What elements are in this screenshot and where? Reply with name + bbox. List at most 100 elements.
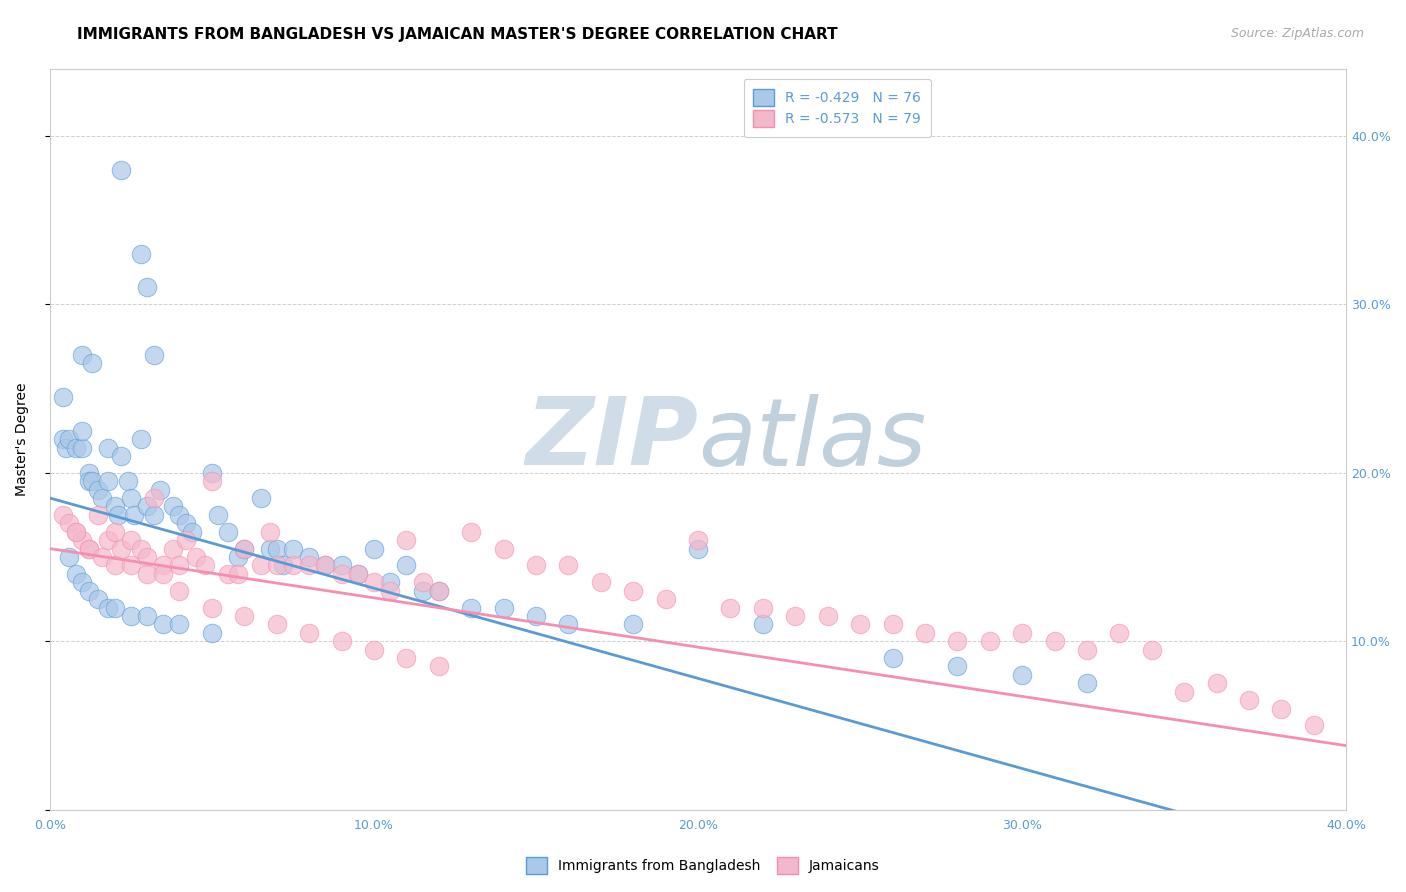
Point [259,524,281,539]
Point [589,575,612,590]
Point [58,549,80,564]
Point [120,491,142,505]
Point [52,508,75,522]
Point [266,617,288,632]
Point [104,500,127,514]
Point [330,558,353,573]
Point [97,441,120,455]
Point [1076,676,1098,690]
Point [492,541,515,556]
Point [427,583,450,598]
Text: IMMIGRANTS FROM BANGLADESH VS JAMAICAN MASTER'S DEGREE CORRELATION CHART: IMMIGRANTS FROM BANGLADESH VS JAMAICAN M… [77,27,838,42]
Point [107,508,129,522]
Point [1140,642,1163,657]
Point [686,533,709,548]
Point [621,583,644,598]
Point [122,508,145,522]
Point [162,541,184,556]
Text: atlas: atlas [697,393,927,484]
Text: ZIP: ZIP [526,393,697,485]
Point [314,558,336,573]
Point [58,516,80,531]
Point [946,634,969,648]
Point [184,549,207,564]
Point [249,491,271,505]
Point [427,659,450,673]
Point [1076,642,1098,657]
Point [104,600,127,615]
Point [914,625,936,640]
Point [259,541,281,556]
Point [136,566,159,581]
Point [557,558,579,573]
Point [226,549,249,564]
Point [686,541,709,556]
Point [58,432,80,446]
Point [979,634,1001,648]
Text: Source: ZipAtlas.com: Source: ZipAtlas.com [1230,27,1364,40]
Point [77,583,100,598]
Point [80,356,103,370]
Point [201,600,224,615]
Point [330,634,353,648]
Point [233,609,256,624]
Point [330,566,353,581]
Point [65,441,87,455]
Point [817,609,839,624]
Point [346,566,368,581]
Point [142,491,165,505]
Point [378,583,401,598]
Point [412,575,434,590]
Point [378,575,401,590]
Point [298,625,321,640]
Point [621,617,644,632]
Point [87,483,110,497]
Point [104,524,127,539]
Point [194,558,217,573]
Point [152,558,174,573]
Point [314,558,336,573]
Point [142,348,165,362]
Point [149,483,172,497]
Point [120,533,142,548]
Point [412,583,434,598]
Point [65,524,87,539]
Y-axis label: Master's Degree: Master's Degree [15,383,30,496]
Point [120,558,142,573]
Point [720,600,742,615]
Point [654,592,676,607]
Point [1237,693,1260,707]
Point [110,541,132,556]
Point [77,474,100,488]
Point [882,617,904,632]
Point [298,549,321,564]
Point [152,617,174,632]
Point [110,162,132,177]
Point [120,609,142,624]
Point [233,541,256,556]
Point [90,549,112,564]
Point [65,566,87,581]
Point [117,474,139,488]
Point [136,609,159,624]
Point [1011,625,1033,640]
Point [174,516,197,531]
Point [90,491,112,505]
Point [266,541,288,556]
Point [395,558,418,573]
Point [201,625,224,640]
Point [52,432,75,446]
Point [87,592,110,607]
Point [492,600,515,615]
Point [346,566,368,581]
Point [217,566,239,581]
Legend: Immigrants from Bangladesh, Jamaicans: Immigrants from Bangladesh, Jamaicans [519,850,887,880]
Point [65,524,87,539]
Point [80,474,103,488]
Point [271,558,294,573]
Point [201,466,224,480]
Point [70,575,93,590]
Point [52,390,75,404]
Point [524,609,547,624]
Point [70,533,93,548]
